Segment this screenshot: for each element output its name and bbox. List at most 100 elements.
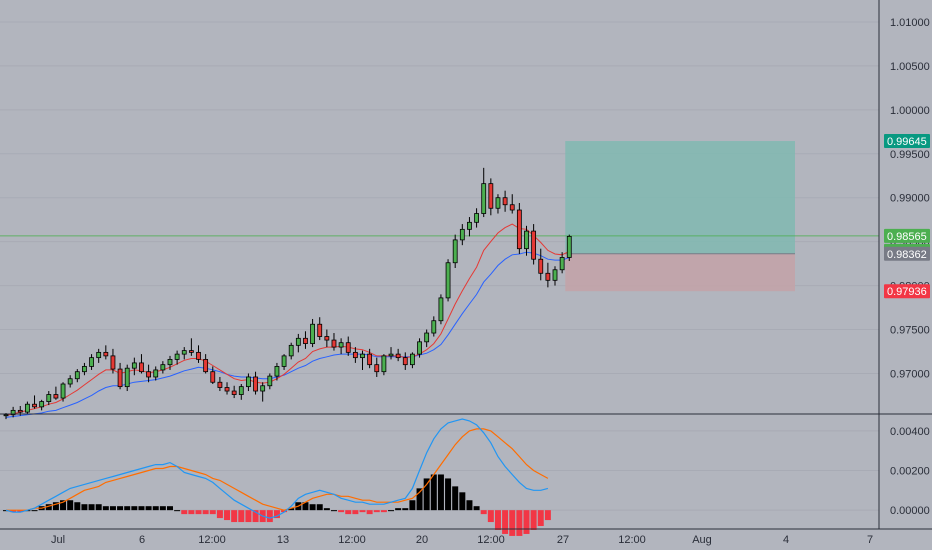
candle[interactable] — [402, 352, 408, 370]
candle[interactable] — [203, 354, 209, 374]
candle[interactable] — [381, 354, 387, 376]
macd-axis[interactable]: 0.00400 0.00200 0.00000 — [890, 426, 930, 517]
candle[interactable] — [246, 373, 251, 392]
candle[interactable] — [303, 331, 308, 349]
candle[interactable] — [467, 217, 472, 237]
candle[interactable] — [531, 224, 537, 265]
stop-zone[interactable] — [565, 253, 795, 292]
candle[interactable] — [267, 373, 273, 390]
candle[interactable] — [146, 364, 152, 383]
candle[interactable] — [196, 345, 201, 363]
candle-body — [60, 383, 66, 399]
candle[interactable] — [174, 350, 180, 365]
candle[interactable] — [82, 362, 87, 376]
candle[interactable] — [253, 371, 258, 395]
candle[interactable] — [39, 399, 45, 411]
candle[interactable] — [388, 347, 394, 360]
macd-histogram-bar — [480, 510, 487, 515]
time-axis[interactable]: Jul 6 12:00 13 12:00 20 12:00 27 12:00 Aug 4 7 — [51, 534, 873, 546]
macd-histogram-bar — [487, 510, 494, 523]
candle[interactable] — [502, 190, 508, 212]
candle[interactable] — [210, 366, 216, 385]
candle[interactable] — [474, 208, 479, 228]
candle[interactable] — [74, 369, 80, 383]
macd-histogram-bar — [345, 510, 352, 515]
candle[interactable] — [374, 357, 380, 377]
candle[interactable] — [552, 266, 558, 286]
candle[interactable] — [260, 382, 266, 402]
candle[interactable] — [345, 336, 351, 356]
candle[interactable] — [524, 225, 529, 256]
candle[interactable] — [274, 362, 280, 381]
macd-histogram-bar — [74, 502, 81, 511]
candle[interactable] — [445, 259, 451, 302]
candle[interactable] — [324, 329, 330, 348]
candle[interactable] — [224, 382, 230, 395]
candle[interactable] — [10, 406, 16, 418]
candle-body — [545, 272, 551, 281]
candle[interactable] — [281, 354, 287, 370]
candle[interactable] — [103, 345, 109, 360]
price-tick-label: 0.97000 — [890, 368, 930, 380]
target-zone[interactable] — [565, 141, 795, 254]
candle[interactable] — [538, 248, 544, 281]
candle[interactable] — [124, 364, 130, 392]
candle[interactable] — [438, 294, 444, 325]
candle[interactable] — [360, 350, 365, 370]
candle[interactable] — [24, 401, 30, 414]
candle-body — [281, 355, 287, 367]
candle[interactable] — [96, 348, 102, 363]
candle[interactable] — [110, 348, 116, 374]
candle[interactable] — [238, 384, 244, 400]
candle[interactable] — [167, 355, 173, 370]
candle[interactable] — [295, 333, 301, 353]
candle[interactable] — [160, 361, 166, 374]
candle[interactable] — [367, 348, 373, 369]
macd-histogram-bar — [231, 510, 238, 523]
candle[interactable] — [32, 395, 37, 409]
candle[interactable] — [217, 376, 223, 392]
candle[interactable] — [545, 262, 551, 288]
macd-panel[interactable] — [0, 418, 879, 536]
candle[interactable] — [566, 234, 572, 261]
candle[interactable] — [188, 338, 194, 356]
candle-body — [288, 344, 294, 357]
candle[interactable] — [231, 385, 237, 399]
candle[interactable] — [89, 354, 94, 370]
candle[interactable] — [131, 357, 137, 376]
candle[interactable] — [288, 342, 294, 360]
candle[interactable] — [338, 338, 344, 355]
candle[interactable] — [352, 347, 358, 363]
candle[interactable] — [495, 194, 501, 214]
candle[interactable] — [46, 391, 52, 406]
candle[interactable] — [53, 386, 59, 400]
candle[interactable] — [181, 347, 187, 360]
candle[interactable] — [509, 194, 515, 214]
candle[interactable] — [139, 354, 144, 374]
candle-body — [160, 364, 166, 371]
candle[interactable] — [481, 167, 487, 218]
price-tag-box — [884, 246, 930, 261]
candle[interactable] — [395, 348, 401, 362]
candle[interactable] — [60, 382, 66, 402]
candle[interactable] — [317, 317, 323, 341]
candle[interactable] — [417, 338, 422, 358]
candle[interactable] — [117, 362, 123, 390]
candle[interactable] — [452, 234, 458, 269]
candle-body — [524, 230, 529, 250]
candle[interactable] — [424, 329, 430, 348]
candle[interactable] — [153, 366, 159, 381]
candle[interactable] — [488, 178, 494, 216]
candle[interactable] — [459, 224, 465, 246]
price-tag: 0.98362 — [884, 246, 930, 261]
candle[interactable] — [410, 352, 415, 369]
price-axis[interactable]: 1.01000 1.00500 1.00000 0.99500 0.99000 0.985… — [890, 17, 930, 380]
candle[interactable] — [559, 252, 565, 274]
candle[interactable] — [331, 333, 337, 351]
candle[interactable] — [67, 375, 73, 388]
price-panel[interactable] — [0, 21, 879, 420]
candle[interactable] — [516, 202, 522, 254]
candle[interactable] — [431, 316, 437, 337]
candle[interactable] — [310, 318, 315, 348]
